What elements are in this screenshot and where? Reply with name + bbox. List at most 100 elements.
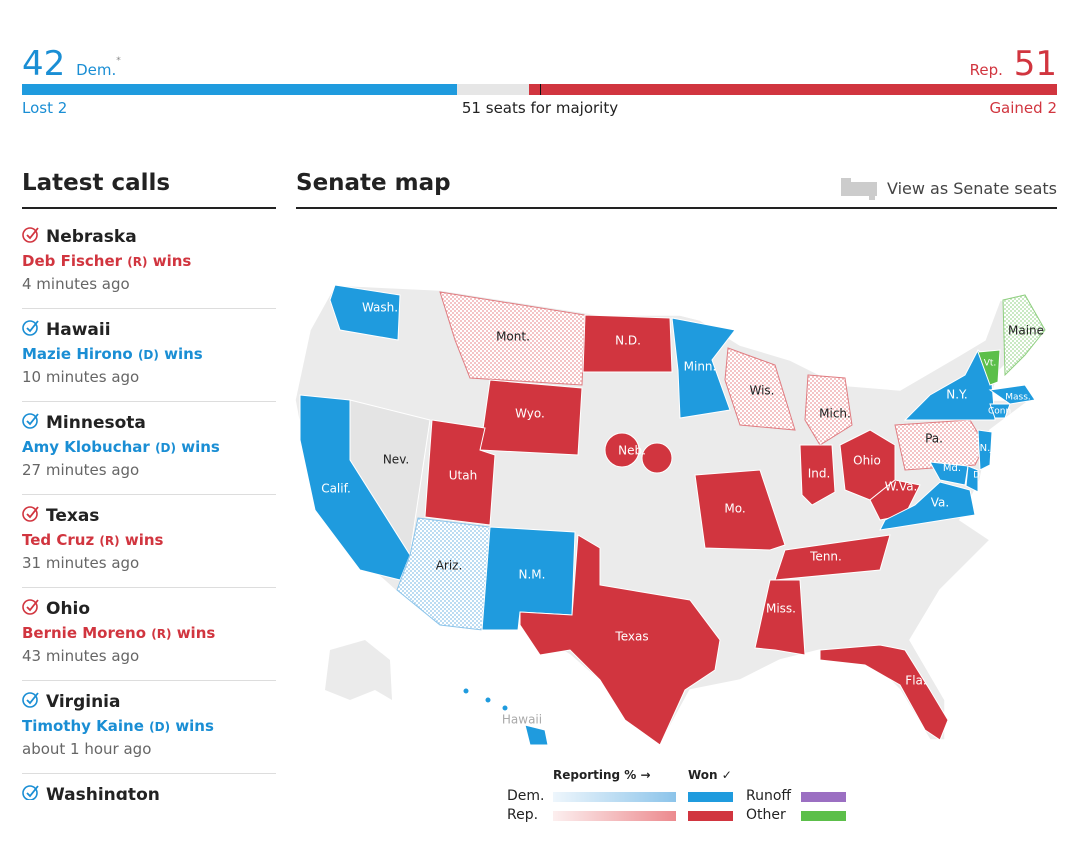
seat-bar [22, 84, 1057, 95]
state[interactable]: Va. [879, 481, 976, 531]
state-shape[interactable] [439, 291, 586, 386]
state[interactable]: Md. [929, 461, 969, 486]
state[interactable]: Calif. [299, 394, 411, 581]
state-shape[interactable] [641, 442, 673, 474]
rule [296, 207, 1057, 209]
state[interactable]: N.D. [582, 314, 673, 373]
legend-other-swatch [801, 811, 846, 821]
state[interactable]: Mich. [804, 374, 853, 446]
state[interactable]: Miss. [754, 579, 806, 656]
dem-change: Lost 2 [22, 99, 68, 117]
state[interactable]: Nev. [349, 399, 431, 557]
call-state: Minnesota [46, 412, 146, 433]
state[interactable]: Vt. [977, 349, 1001, 386]
state-label: Fla. [905, 674, 926, 688]
state-shape[interactable] [501, 704, 509, 712]
call-winner: Mazie Hirono (D) wins [22, 345, 276, 363]
state[interactable]: Tenn. [774, 534, 891, 581]
state-label: Ind. [808, 467, 831, 481]
state[interactable]: Minn. [671, 317, 736, 419]
state-label: Miss. [766, 602, 796, 616]
state-label: Mont. [496, 330, 530, 344]
state[interactable]: Del. [965, 465, 991, 493]
state-shape[interactable] [977, 429, 993, 471]
call-state-row: Washington [22, 783, 276, 800]
state[interactable]: Mass. [988, 384, 1036, 405]
state-label: Pa. [925, 432, 943, 446]
state[interactable]: Utah [424, 419, 496, 526]
state-shape[interactable] [519, 534, 721, 746]
state-shape[interactable] [799, 444, 836, 506]
state[interactable]: Neb. [604, 432, 673, 474]
state-label: Nev. [383, 453, 409, 467]
state-shape[interactable] [754, 579, 806, 656]
state[interactable]: Ohio [839, 429, 896, 501]
state-label: Tenn. [809, 550, 842, 564]
state-label: N.D. [615, 334, 641, 348]
state-shape[interactable] [329, 284, 401, 341]
state-shape[interactable] [774, 534, 891, 581]
state[interactable]: Pa. [894, 419, 986, 471]
state[interactable]: Mont. [439, 291, 586, 386]
state[interactable]: Conn. [988, 403, 1014, 419]
state-shape[interactable] [965, 465, 979, 493]
state-shape[interactable] [879, 481, 976, 531]
state[interactable]: Wash. [329, 284, 401, 341]
view-seats-link[interactable]: View as Senate seats [839, 176, 1057, 200]
state-label: Conn. [988, 407, 1014, 417]
state[interactable]: Ind. [799, 444, 836, 506]
call-state-row: Ohio [22, 597, 276, 620]
state[interactable]: Wis. [724, 347, 796, 431]
state-shape[interactable] [524, 724, 549, 746]
state-label: Wyo. [515, 407, 545, 421]
state-shape[interactable] [462, 687, 470, 695]
winner-party: (R) [127, 255, 148, 269]
call-time: 27 minutes ago [22, 461, 140, 479]
state-label: Mass. [1005, 393, 1031, 403]
call-time: 4 minutes ago [22, 275, 130, 293]
state-label: Del. [973, 471, 991, 481]
state-shape[interactable] [299, 394, 411, 581]
state-shape[interactable] [977, 349, 1001, 386]
state[interactable]: N.M. [481, 526, 576, 631]
state-shape[interactable] [671, 317, 736, 419]
call-winner: Deb Fischer (R) wins [22, 252, 276, 270]
state[interactable]: Fla. [819, 644, 949, 741]
legend-reporting: Reporting % → [553, 768, 651, 782]
state-label: N.J. [980, 443, 997, 454]
state-shape[interactable] [1002, 294, 1046, 377]
winner-party: (D) [149, 720, 171, 734]
state-shape[interactable] [988, 384, 1036, 405]
state-shape[interactable] [582, 314, 673, 373]
call-item: Minnesota Amy Klobuchar (D) wins 27 minute… [22, 402, 276, 495]
state[interactable]: Wyo. [479, 379, 583, 456]
state-shape[interactable] [804, 374, 853, 446]
state[interactable]: N.J. [977, 429, 997, 471]
seats-icon [840, 178, 877, 200]
call-item: Hawaii Mazie Hirono (D) wins 10 minutes ag… [22, 309, 276, 402]
check-icon [22, 504, 40, 527]
state-shape[interactable] [929, 461, 969, 486]
state-shape[interactable] [989, 403, 1011, 419]
state[interactable]: Texas [519, 534, 721, 746]
winner-verb: wins [181, 438, 220, 456]
state-shape[interactable] [604, 432, 640, 468]
state-label: Neb. [618, 444, 646, 458]
state-shape[interactable] [694, 469, 786, 551]
state[interactable]: Mo. [694, 469, 786, 551]
state-shape[interactable] [819, 644, 949, 741]
state-label: Maine [1008, 324, 1044, 338]
state[interactable]: Maine [1002, 294, 1046, 377]
state-shape[interactable] [484, 696, 492, 704]
state-shape[interactable] [724, 347, 796, 431]
winner-verb: wins [152, 252, 192, 270]
link-text[interactable]: View as Senate seats [886, 178, 1057, 198]
legend-other: Other [746, 807, 786, 823]
state[interactable]: N.Y. [903, 349, 996, 421]
state-shape[interactable] [479, 379, 583, 456]
rule [22, 207, 276, 209]
state[interactable]: Hawaii [462, 687, 549, 746]
state-shape[interactable] [424, 419, 496, 526]
